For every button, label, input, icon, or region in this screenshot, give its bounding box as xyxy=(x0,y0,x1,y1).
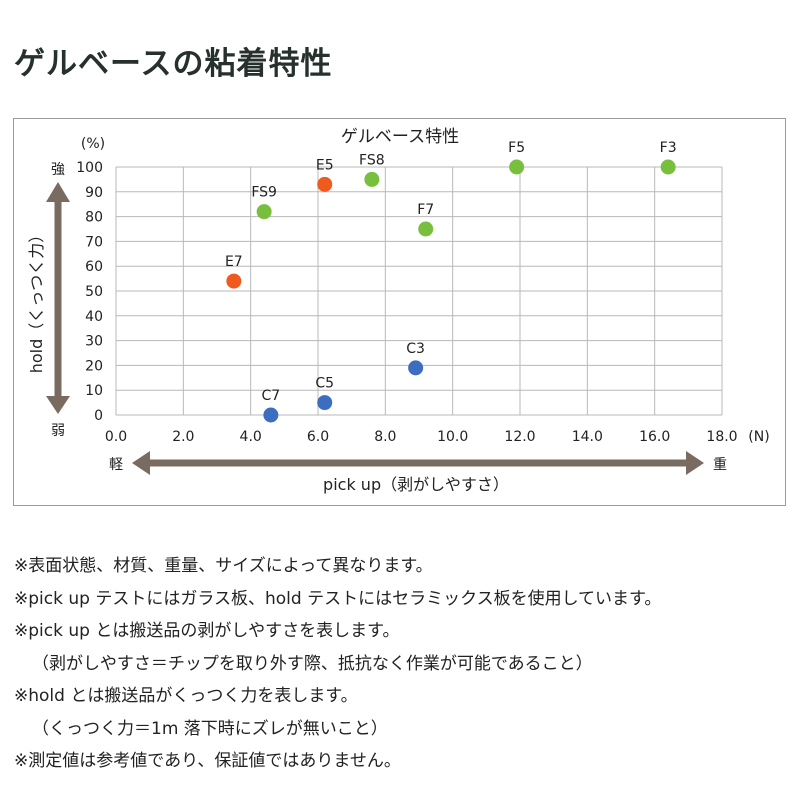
data-label-fs8: FS8 xyxy=(359,152,385,168)
x-arrow-right-label: 重 xyxy=(713,457,727,473)
y-tick-label: 10 xyxy=(85,383,103,399)
y-arrow-up-head xyxy=(46,182,70,202)
x-tick-label: 12.0 xyxy=(504,429,535,445)
data-label-e5: E5 xyxy=(316,157,334,173)
x-tick-label: 18.0 xyxy=(706,429,737,445)
data-label-c5: C5 xyxy=(315,376,334,392)
data-label-fs9: FS9 xyxy=(251,185,277,201)
x-tick-label: 2.0 xyxy=(172,429,194,445)
data-point-c7 xyxy=(263,407,279,423)
x-tick-label: 14.0 xyxy=(572,429,603,445)
y-tick-label: 20 xyxy=(85,358,103,374)
x-tick-label: 0.0 xyxy=(105,429,127,445)
x-tick-label: 10.0 xyxy=(437,429,468,445)
page-title: ゲルベースの粘着特性 xyxy=(14,46,333,82)
x-tick-label: 16.0 xyxy=(639,429,670,445)
y-tick-label: 80 xyxy=(85,210,103,226)
x-arrow-left-label: 軽 xyxy=(109,457,123,473)
chart-title: ゲルベース特性 xyxy=(341,127,459,147)
note-item: ※測定値は参考値であり、保証値ではありません。 xyxy=(14,751,401,771)
y-tick-label: 40 xyxy=(85,309,103,325)
x-unit-label: (N) xyxy=(748,429,769,445)
note-item: （剥がしやすさ＝チップを取り外す際、抵抗なく作業が可能であること） xyxy=(32,653,593,674)
y-tick-label: 50 xyxy=(85,284,103,300)
y-arrow-down-head xyxy=(46,396,70,414)
y-tick-label: 60 xyxy=(85,259,103,275)
x-tick-label: 8.0 xyxy=(374,429,396,445)
y-tick-label: 100 xyxy=(76,160,103,176)
x-tick-label: 4.0 xyxy=(240,429,262,445)
note-item: ※hold とは搬送品がくっつく力を表します。 xyxy=(14,686,358,706)
y-tick-label: 90 xyxy=(85,185,103,201)
scatter-chart: 0 10 20 30 40 50 60 70 80 90 100 0.0 2.0 4.0 6.0 8.0 10.… xyxy=(27,127,770,494)
data-point-fs9 xyxy=(256,204,272,220)
data-point-f3 xyxy=(660,159,676,175)
data-point-c5 xyxy=(317,395,333,411)
chart-grid xyxy=(115,166,723,416)
data-point-c3 xyxy=(408,360,424,376)
chart-points: E5 E7 FS9 FS8 F7 F5 F3 C7 C5 C3 xyxy=(225,140,677,423)
notes-list: ※表面状態、材質、重量、サイズによって異なります。 ※pick up テストには… xyxy=(14,550,794,778)
note-item: ※pick up とは搬送品の剥がしやすさを表します。 xyxy=(14,621,400,641)
y-unit-label: (%) xyxy=(81,136,105,152)
note-item: （くっつく力＝1m 落下時にズレが無いこと） xyxy=(32,718,388,739)
data-point-e7 xyxy=(226,273,242,289)
x-tick-label: 6.0 xyxy=(307,429,329,445)
y-tick-label: 30 xyxy=(85,334,103,350)
chart-frame xyxy=(13,118,786,506)
data-label-e7: E7 xyxy=(225,254,243,270)
data-point-fs8 xyxy=(364,171,380,187)
chart-axes: 0 10 20 30 40 50 60 70 80 90 100 0.0 2.0 4.0 6.0 8.0 10.… xyxy=(46,160,738,475)
data-point-e5 xyxy=(317,176,333,192)
y-arrow-top-label: 強 xyxy=(51,162,65,178)
data-label-c7: C7 xyxy=(262,388,281,404)
data-label-f3: F3 xyxy=(660,140,677,156)
data-label-f5: F5 xyxy=(508,140,525,156)
y-axis-label: hold（くっつく力） xyxy=(27,227,46,374)
y-arrow-bottom-label: 弱 xyxy=(51,423,65,439)
data-label-c3: C3 xyxy=(406,341,425,357)
note-item: ※pick up テストにはガラス板、hold テストにはセラミックス板を使用し… xyxy=(14,588,662,609)
y-tick-label: 70 xyxy=(85,234,103,250)
data-point-f5 xyxy=(509,159,525,175)
x-axis-label: pick up（剥がしやすさ） xyxy=(323,475,509,494)
data-label-f7: F7 xyxy=(417,202,434,218)
x-arrow-left-head xyxy=(132,451,150,475)
data-point-f7 xyxy=(418,221,434,237)
x-arrow-right-head xyxy=(686,451,704,475)
note-item: ※表面状態、材質、重量、サイズによって異なります。 xyxy=(14,556,433,576)
y-tick-label: 0 xyxy=(94,408,103,424)
